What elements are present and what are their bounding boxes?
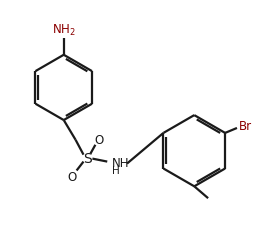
Text: Br: Br	[239, 120, 252, 133]
Text: NH$_2$: NH$_2$	[52, 23, 76, 38]
Text: O: O	[67, 170, 76, 183]
Text: S: S	[83, 151, 92, 165]
Text: H: H	[112, 166, 120, 176]
Text: O: O	[95, 134, 104, 147]
Text: NH: NH	[112, 156, 130, 170]
